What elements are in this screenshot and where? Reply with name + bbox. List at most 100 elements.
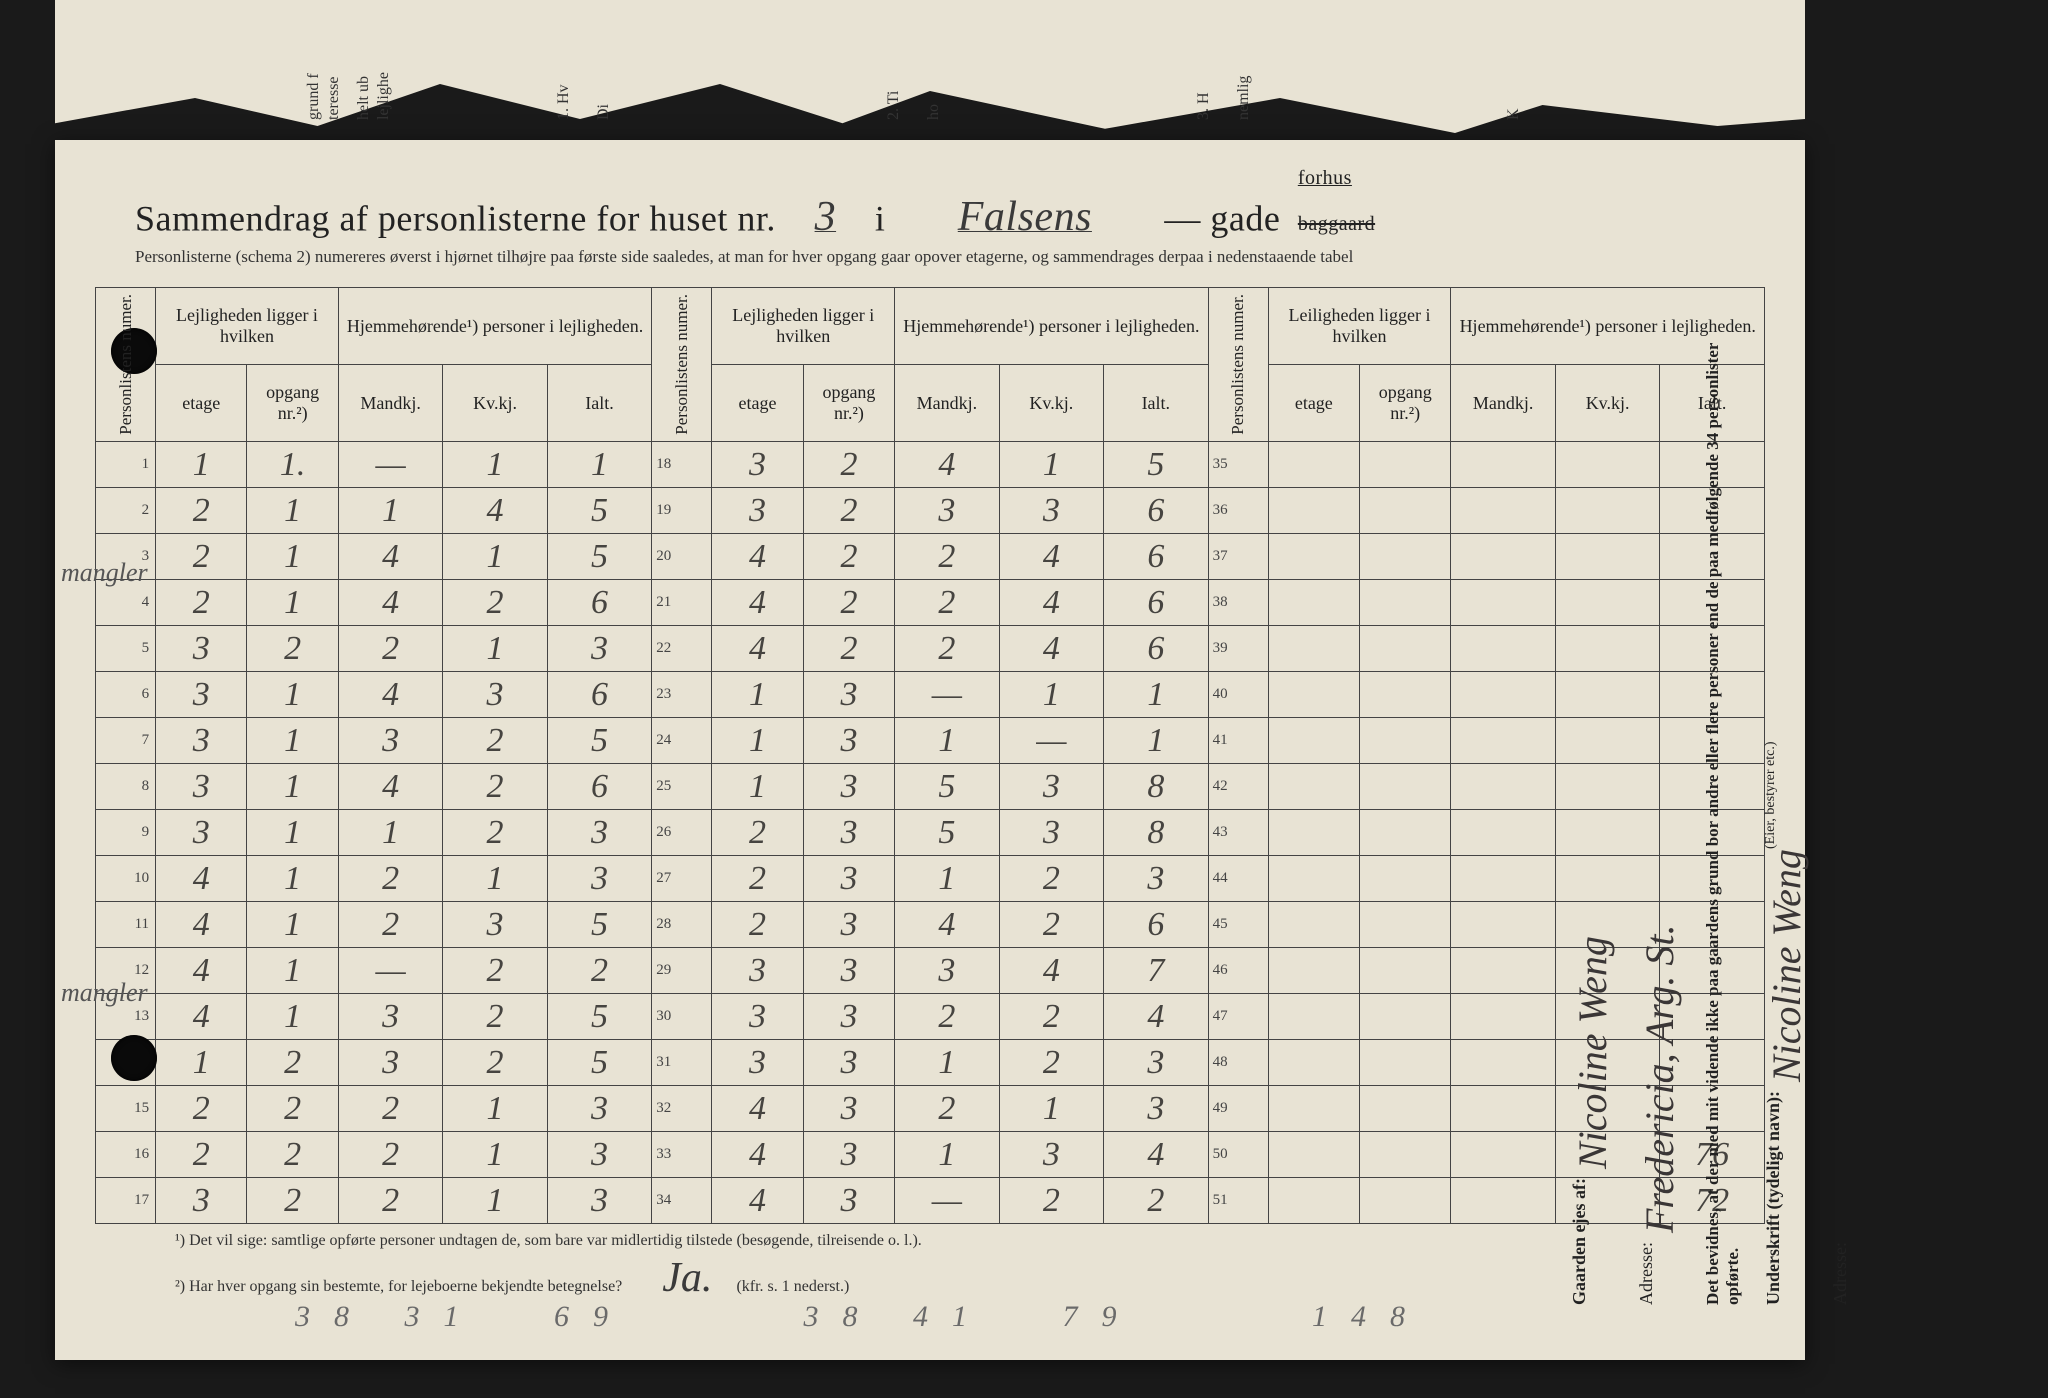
cell: 2 (803, 580, 894, 626)
pencil-sums: 38 31 69 38 41 79 148 (295, 1300, 1725, 1334)
cell: 39 (1208, 626, 1268, 672)
cell: 1 (1104, 672, 1209, 718)
table-row: 162221333431345076 (96, 1132, 1765, 1178)
cell: 4 (156, 948, 247, 994)
cell: 41 (1208, 718, 1268, 764)
cell: 2 (338, 902, 442, 948)
cell: 2 (999, 902, 1103, 948)
cell: — (895, 1178, 999, 1224)
cell: 2 (895, 1086, 999, 1132)
title-i: i (875, 198, 886, 238)
cell: 3 (338, 994, 442, 1040)
cell (1451, 672, 1555, 718)
cell: 3 (547, 1178, 652, 1224)
cell: 4 (895, 902, 999, 948)
cell: 3 (712, 994, 803, 1040)
cell: 1 (247, 810, 338, 856)
cell: 1 (247, 488, 338, 534)
cell: 3 (895, 488, 999, 534)
cell: 5 (547, 534, 652, 580)
adresse1-value: Fredericia, Arg. St. (1636, 925, 1683, 1233)
table-row: 931123262353843 (96, 810, 1765, 856)
cell (1360, 672, 1451, 718)
th-lejligheden: Lejligheden ligger i hvilken (156, 288, 339, 365)
table-row: 17322133443—225172 (96, 1178, 1765, 1224)
cell (1360, 994, 1451, 1040)
cell: — (338, 442, 442, 488)
frag: grund f (305, 73, 323, 120)
frag: 1. Hv (555, 84, 573, 120)
cell: 5 (547, 1040, 652, 1086)
cell: 1 (999, 442, 1103, 488)
cell: 5 (1104, 442, 1209, 488)
house-number: 3 (785, 193, 865, 241)
title-line: Sammendrag af personlisterne for huset n… (135, 170, 1725, 241)
pencil-sum: 69 (554, 1300, 632, 1333)
eier-label: (Eier, bestyrer etc.) (1763, 742, 1779, 850)
cell: 2 (895, 580, 999, 626)
cell (1360, 810, 1451, 856)
table-row: 321415204224637 (96, 534, 1765, 580)
cell (1268, 626, 1359, 672)
cell: 4 (712, 534, 803, 580)
th-kvkj: Kv.kj. (443, 365, 547, 442)
table-row: 1141235282342645 (96, 902, 1765, 948)
cell: 2 (247, 1040, 338, 1086)
cell (1451, 902, 1555, 948)
table-row: 1341325303322447 (96, 994, 1765, 1040)
cell: 2 (803, 442, 894, 488)
cell: — (895, 672, 999, 718)
cell (1268, 1132, 1359, 1178)
cell: 29 (652, 948, 712, 994)
cell: 1 (247, 994, 338, 1040)
th-personlistens: Personlistens numer. (1208, 288, 1268, 442)
cell (1360, 856, 1451, 902)
cell: 7 (1104, 948, 1209, 994)
cell: 2 (338, 856, 442, 902)
cell: 1. (247, 442, 338, 488)
cell: 4 (712, 626, 803, 672)
cell: 2 (803, 488, 894, 534)
cell: 34 (652, 1178, 712, 1224)
title-prefix: Sammendrag af personlisterne for huset n… (135, 198, 776, 238)
cell: 2 (338, 1178, 442, 1224)
cell: 1 (443, 1086, 547, 1132)
cell: 2 (999, 1178, 1103, 1224)
cell: 4 (156, 856, 247, 902)
cell (1451, 1132, 1555, 1178)
cell: 2 (156, 1086, 247, 1132)
cell (1268, 580, 1359, 626)
cell: 2 (338, 1132, 442, 1178)
table-row: 221145193233636 (96, 488, 1765, 534)
cell: 3 (156, 718, 247, 764)
pencil-sum: 38 (804, 1300, 882, 1333)
margin-note: mangler (61, 558, 148, 588)
cell: 4 (712, 1178, 803, 1224)
cell: 1 (247, 856, 338, 902)
cell (1268, 488, 1359, 534)
cell: 4 (338, 580, 442, 626)
cell (1451, 948, 1555, 994)
cell: 3 (895, 948, 999, 994)
cell: 1 (443, 626, 547, 672)
cell: 1 (712, 672, 803, 718)
cell: 2 (895, 994, 999, 1040)
cell: 2 (96, 488, 156, 534)
cell: 3 (999, 488, 1103, 534)
th-hjemmehorende: Hjemmehørende¹) personer i lejligheden. (895, 288, 1208, 365)
cell (1360, 580, 1451, 626)
cell: 17 (96, 1178, 156, 1224)
cell: 2 (443, 764, 547, 810)
cell (1268, 1178, 1359, 1224)
cell: 5 (895, 764, 999, 810)
cell: 8 (1104, 810, 1209, 856)
cell: 4 (443, 488, 547, 534)
cell: 32 (652, 1086, 712, 1132)
document-header: Sammendrag af personlisterne for huset n… (55, 140, 1805, 277)
cell: 1 (247, 672, 338, 718)
th-personlistens: Personlistens numer. (652, 288, 712, 442)
cell: 1 (156, 442, 247, 488)
cell: 1 (247, 718, 338, 764)
th-opgang: opgang nr.²) (803, 365, 894, 442)
cell: 2 (443, 718, 547, 764)
